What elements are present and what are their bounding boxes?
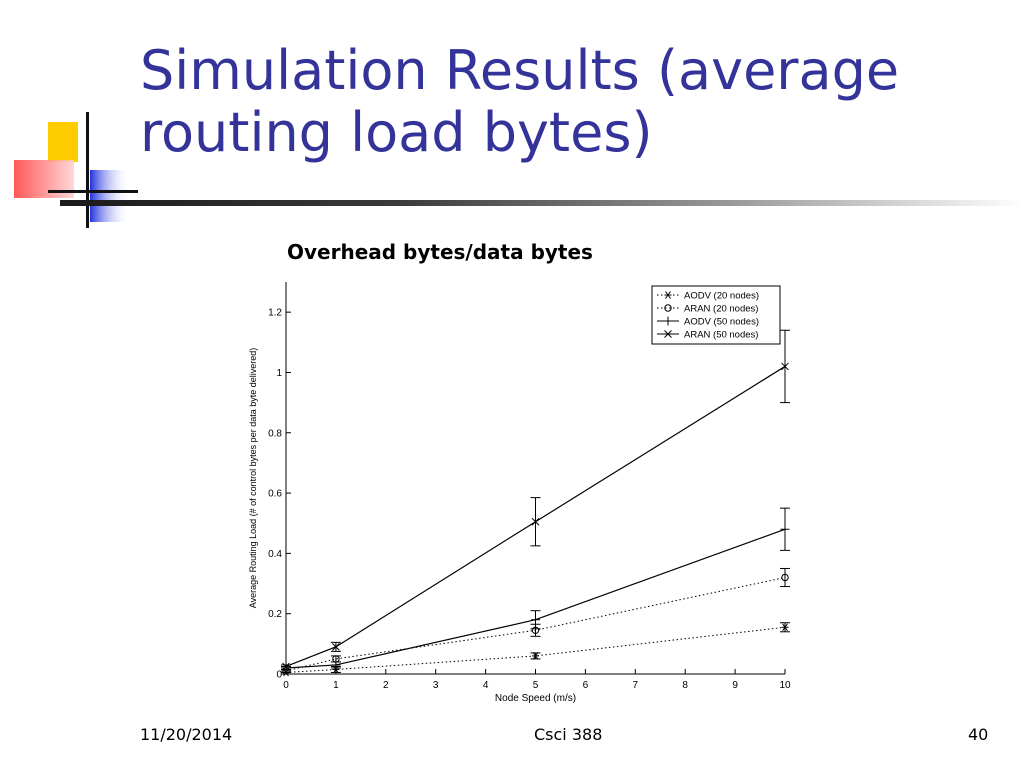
x-tick-label: 0 — [283, 680, 289, 691]
x-tick-label: 5 — [533, 680, 539, 691]
series-line — [285, 528, 786, 669]
data-point-d2 — [531, 517, 540, 526]
data-point-d2 — [332, 643, 340, 651]
series-line — [285, 365, 786, 668]
data-point-d2 — [333, 665, 339, 674]
data-point — [332, 665, 340, 674]
legend-label: ARAN (50 nodes) — [684, 330, 758, 341]
data-point — [780, 524, 790, 534]
x-tick-label: 10 — [779, 680, 791, 691]
legend-marker — [663, 316, 673, 326]
data-point — [531, 517, 540, 526]
y-tick-label: 0.4 — [268, 549, 282, 560]
x-tick-label: 3 — [433, 680, 439, 691]
y-tick-label: 0.2 — [268, 609, 282, 620]
x-tick-label: 1 — [333, 680, 339, 691]
footer-date: 11/20/2014 — [140, 725, 233, 744]
yellow-square — [48, 122, 78, 162]
data-point — [331, 660, 341, 670]
slide-title: Simulation Results (average routing load… — [140, 39, 900, 164]
x-tick-label: 9 — [732, 680, 738, 691]
x-axis-label: Node Speed (m/s) — [495, 693, 576, 704]
data-point — [282, 662, 290, 671]
slide-decoration — [14, 112, 138, 228]
title-underline — [60, 200, 1024, 206]
routing-load-chart: 0 1 2 3 4 5 6 7 8 9 10 0 0.2 0.4 0.6 0.8 1 1.2 Node Speed … — [248, 282, 791, 704]
y-tick-label: 0.8 — [268, 428, 282, 439]
data-point-shape — [781, 573, 789, 582]
legend-label: AODV (50 nodes) — [684, 317, 759, 328]
y-tick-label: 0.6 — [268, 489, 282, 500]
x-tick-label: 4 — [483, 680, 489, 691]
chart-caption: Overhead bytes/data bytes — [287, 240, 593, 264]
data-point — [781, 623, 789, 632]
legend-label: ARAN (20 nodes) — [684, 304, 758, 315]
y-tick-label: 0 — [276, 670, 282, 681]
data-point — [781, 573, 789, 582]
data-point-d2 — [782, 623, 788, 632]
legend-marker — [664, 291, 672, 299]
legend-marker-d2 — [665, 291, 671, 299]
y-axis-label: Average Routing Load (# of control bytes… — [248, 348, 258, 609]
legend-label: AODV (20 nodes) — [684, 291, 759, 302]
x-tick-label: 2 — [383, 680, 389, 691]
y-tick-label: 1 — [276, 368, 282, 379]
data-point — [531, 615, 540, 625]
series-line — [285, 577, 786, 672]
data-point-d2 — [532, 652, 539, 660]
data-point — [332, 643, 340, 651]
x-tick-label: 6 — [583, 680, 589, 691]
footer-page-number: 40 — [968, 725, 989, 744]
x-tick-label: 7 — [633, 680, 639, 691]
data-point — [781, 362, 789, 371]
legend-marker — [664, 330, 672, 338]
x-tick-label: 8 — [682, 680, 688, 691]
blue-square — [90, 170, 130, 222]
series-line — [285, 626, 786, 673]
legend-marker — [664, 304, 672, 312]
data-point-d2 — [781, 362, 789, 371]
horizontal-line — [48, 190, 138, 193]
data-point — [532, 652, 539, 660]
data-point-d2 — [282, 662, 290, 671]
legend-marker-d2 — [664, 330, 672, 338]
y-tick-label: 1.2 — [268, 308, 282, 319]
footer-course: Csci 388 — [534, 725, 603, 744]
series-3 — [281, 329, 790, 669]
vertical-line — [86, 112, 89, 228]
legend-marker-shape — [664, 304, 672, 312]
chart-legend: AODV (20 nodes) ARAN (20 nodes) AODV (50 n… — [651, 285, 781, 345]
